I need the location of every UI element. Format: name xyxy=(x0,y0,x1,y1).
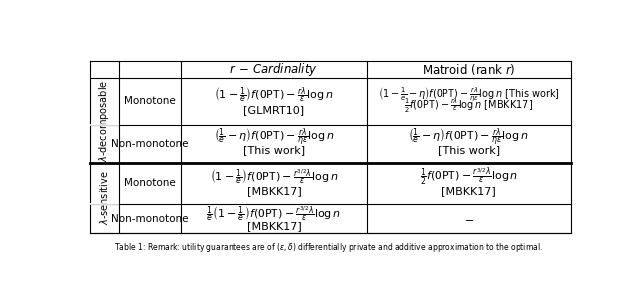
Text: $\frac{1}{e}\left(1-\frac{1}{e}\right)f(\mathtt{OPT}) - \frac{r^{3/2}\lambda}{\v: $\frac{1}{e}\left(1-\frac{1}{e}\right)f(… xyxy=(206,204,342,222)
Text: Table 1: Remark: utility guarantees are of $(\varepsilon, \delta)$ differentiall: Table 1: Remark: utility guarantees are … xyxy=(113,241,543,254)
Text: $\lambda$-sensitive: $\lambda$-sensitive xyxy=(99,171,110,225)
Text: $\left(1-\frac{1}{e}\right)f(\mathtt{OPT}) - \frac{r\lambda}{\varepsilon}\log n$: $\left(1-\frac{1}{e}\right)f(\mathtt{OPT… xyxy=(214,85,333,104)
Text: [MBKK17]: [MBKK17] xyxy=(442,186,496,196)
Text: $\left(1-\frac{1}{e}\right)f(\mathtt{OPT}) - \frac{r^{3/2}\lambda}{\varepsilon}\: $\left(1-\frac{1}{e}\right)f(\mathtt{OPT… xyxy=(209,167,339,186)
Text: [GLMRT10]: [GLMRT10] xyxy=(243,105,305,115)
Text: Non-monotone: Non-monotone xyxy=(111,139,189,149)
Text: $\frac{1}{2}f(\mathtt{OPT}) - \frac{r\lambda}{\varepsilon}\log n$ [MBKK17]: $\frac{1}{2}f(\mathtt{OPT}) - \frac{r\la… xyxy=(404,97,533,115)
Text: $\left(1-\frac{1}{e}-\eta\right)f(\mathtt{OPT}) - \frac{r\lambda}{\eta\varepsilo: $\left(1-\frac{1}{e}-\eta\right)f(\matht… xyxy=(378,86,560,103)
Text: $r\,-\,$Cardinality: $r\,-\,$Cardinality xyxy=(230,61,319,78)
Text: $-$: $-$ xyxy=(464,214,474,224)
Text: $\left(\frac{1}{e}-\eta\right)f(\mathtt{OPT}) - \frac{r\lambda}{\eta\varepsilon}: $\left(\frac{1}{e}-\eta\right)f(\mathtt{… xyxy=(408,127,529,148)
Text: $\left(\frac{1}{e}-\eta\right)f(\mathtt{OPT}) - \frac{r\lambda}{\eta\varepsilon}: $\left(\frac{1}{e}-\eta\right)f(\mathtt{… xyxy=(214,127,334,148)
Text: [This work]: [This work] xyxy=(243,145,305,155)
Text: [This work]: [This work] xyxy=(438,145,500,155)
Text: Non-monotone: Non-monotone xyxy=(111,214,189,224)
Text: $\frac{1}{2}f(\mathtt{OPT}) - \frac{r^{3/2}\lambda}{\varepsilon}\log n$: $\frac{1}{2}f(\mathtt{OPT}) - \frac{r^{3… xyxy=(420,167,518,187)
Text: Monotone: Monotone xyxy=(124,178,176,188)
Text: [MBKK17]: [MBKK17] xyxy=(246,221,301,231)
Text: [MBKK17]: [MBKK17] xyxy=(246,186,301,196)
Text: $\lambda$-decomposable: $\lambda$-decomposable xyxy=(97,79,111,162)
Text: Matroid (rank $r$): Matroid (rank $r$) xyxy=(422,62,516,77)
Text: Monotone: Monotone xyxy=(124,96,176,106)
